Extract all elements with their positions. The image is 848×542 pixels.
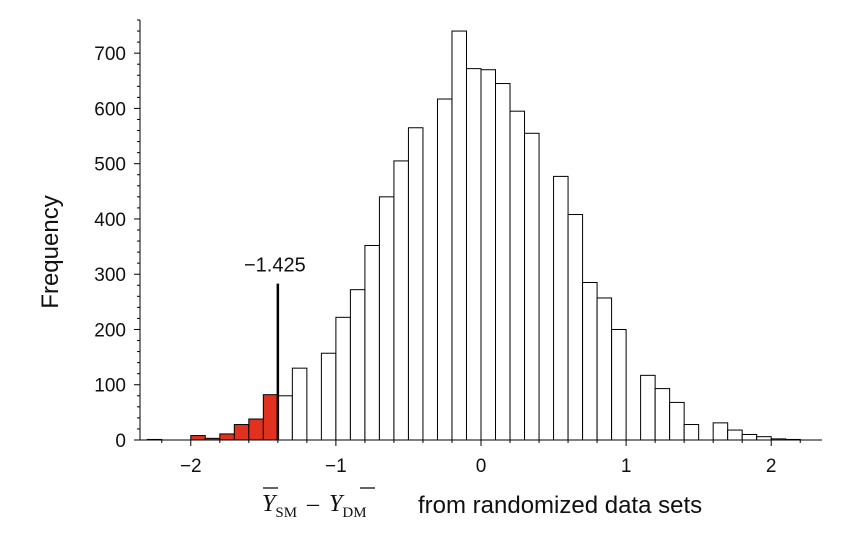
highlighted-bar xyxy=(262,394,279,441)
bars-layer xyxy=(146,30,801,441)
histogram-bar xyxy=(567,214,584,441)
x-axis-suffix: from randomized data sets xyxy=(418,492,702,519)
histogram-bar xyxy=(277,395,293,441)
histogram-bar xyxy=(378,196,395,441)
histogram-bar xyxy=(480,69,497,441)
y-tick-label: 600 xyxy=(94,99,126,120)
svg-text:YSM–YDM: YSM – YDM xyxy=(262,491,367,521)
histogram-bar xyxy=(364,244,380,441)
histogram-bar xyxy=(509,110,526,441)
x-tick-label: 1 xyxy=(621,456,632,477)
histogram-bar xyxy=(451,30,467,441)
y-tick-label: 100 xyxy=(94,376,126,397)
x-operator: – xyxy=(306,491,320,517)
x-sub-1: SM xyxy=(275,505,297,521)
x-tick-label: 2 xyxy=(766,456,777,477)
histogram-bar xyxy=(669,401,685,441)
x-tick-label: −2 xyxy=(180,456,202,477)
observed-value-label: −1.425 xyxy=(244,255,306,277)
histogram-bar xyxy=(335,316,351,441)
histogram-bar xyxy=(407,127,424,441)
histogram-bar xyxy=(727,429,743,441)
histogram-bar xyxy=(320,352,337,441)
tick-layer: 0 100 200 300 400 500 600 700 −2 −1 0 1 2 xyxy=(94,19,801,477)
histogram-bar xyxy=(611,328,627,441)
histogram-bar xyxy=(553,175,569,441)
histogram-bar xyxy=(712,422,729,441)
histogram-bar xyxy=(349,289,366,441)
y-tick-label: 700 xyxy=(94,44,126,65)
y-axis-title: Frequency xyxy=(37,195,64,308)
x-var-1: Y xyxy=(262,491,278,517)
histogram-bar xyxy=(654,388,671,441)
x-tick-label: −1 xyxy=(325,456,347,477)
histogram-bar xyxy=(465,68,482,441)
y-tick-label: 0 xyxy=(115,431,126,452)
x-axis-title: YSM – YDM from randomized data sets xyxy=(262,487,702,521)
x-sub-2: DM xyxy=(342,505,366,521)
histogram-bar xyxy=(524,132,540,441)
histogram-bar xyxy=(741,433,758,441)
highlighted-bar xyxy=(190,435,206,441)
histogram-bar xyxy=(596,297,613,441)
x-tick-label: 0 xyxy=(476,456,487,477)
histogram-bar xyxy=(436,98,453,441)
y-tick-label: 300 xyxy=(94,265,126,286)
y-tick-label: 200 xyxy=(94,320,126,341)
observed-value-marker: −1.425 xyxy=(244,255,306,440)
histogram-bar xyxy=(495,83,511,441)
highlighted-bar xyxy=(233,424,250,441)
y-tick-label: 500 xyxy=(94,155,126,176)
histogram-bar xyxy=(640,374,656,441)
histogram-bar xyxy=(582,282,598,441)
highlighted-bar xyxy=(219,433,235,441)
x-var-2: Y xyxy=(329,491,345,517)
highlighted-bar xyxy=(248,418,264,441)
histogram-bar xyxy=(291,367,308,441)
y-tick-label: 400 xyxy=(94,210,126,231)
histogram-bar xyxy=(683,424,700,441)
histogram-bar xyxy=(393,160,409,441)
